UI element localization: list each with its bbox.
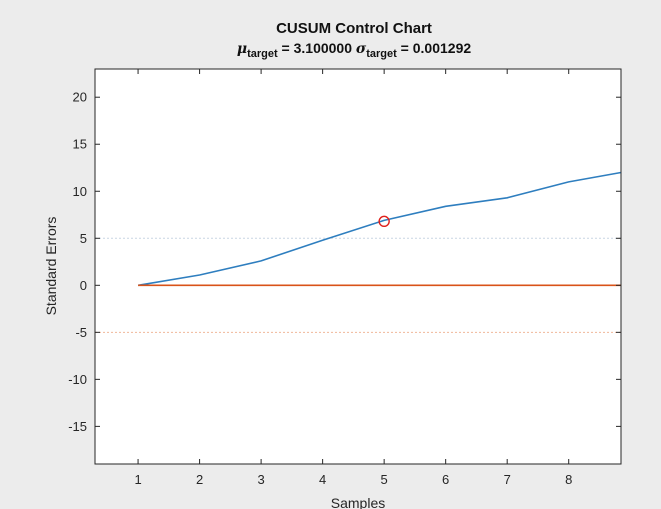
violation-markers bbox=[378, 215, 390, 228]
plot-frame bbox=[94, 68, 622, 465]
y-tick-label: 15 bbox=[73, 137, 87, 152]
x-tick-label: 5 bbox=[381, 472, 388, 487]
x-tick-label: 2 bbox=[196, 472, 203, 487]
mu-subscript: target bbox=[247, 48, 278, 60]
plot-area bbox=[95, 69, 621, 464]
x-tick-label: 1 bbox=[134, 472, 141, 487]
x-tick-label: 6 bbox=[442, 472, 449, 487]
x-tick-label: 8 bbox=[565, 472, 572, 487]
y-axis-label: Standard Errors bbox=[43, 217, 59, 316]
x-tick-label: 4 bbox=[319, 472, 326, 487]
y-tick-label: -15 bbox=[68, 419, 87, 434]
y-tick-label: -10 bbox=[68, 372, 87, 387]
y-axis: -15 -10 -5 0 5 10 15 20 bbox=[68, 90, 621, 434]
mu-value: = 3.100000 bbox=[278, 40, 356, 56]
sigma-subscript: target bbox=[366, 48, 397, 60]
x-axis-label: Samples bbox=[331, 495, 385, 509]
x-tick-label: 7 bbox=[504, 472, 511, 487]
chart-title: CUSUM Control Chart bbox=[276, 20, 432, 37]
y-tick-label: 5 bbox=[80, 231, 87, 246]
y-tick-label: 0 bbox=[80, 278, 87, 293]
sigma-symbol: σ bbox=[356, 41, 367, 57]
x-axis: 1 2 3 4 5 6 7 8 bbox=[134, 69, 572, 487]
sigma-value: = 0.001292 bbox=[397, 40, 472, 56]
y-tick-label: -5 bbox=[75, 325, 87, 340]
violation-marker bbox=[378, 215, 390, 228]
y-tick-label: 10 bbox=[73, 184, 87, 199]
upper-cusum-line bbox=[137, 171, 622, 287]
mu-symbol: μ bbox=[237, 41, 247, 57]
chart-subtitle: μtarget = 3.100000 σtarget = 0.001292 bbox=[237, 40, 472, 60]
x-tick-label: 3 bbox=[257, 472, 264, 487]
y-tick-label: 20 bbox=[73, 90, 87, 105]
series-layer bbox=[137, 171, 622, 287]
